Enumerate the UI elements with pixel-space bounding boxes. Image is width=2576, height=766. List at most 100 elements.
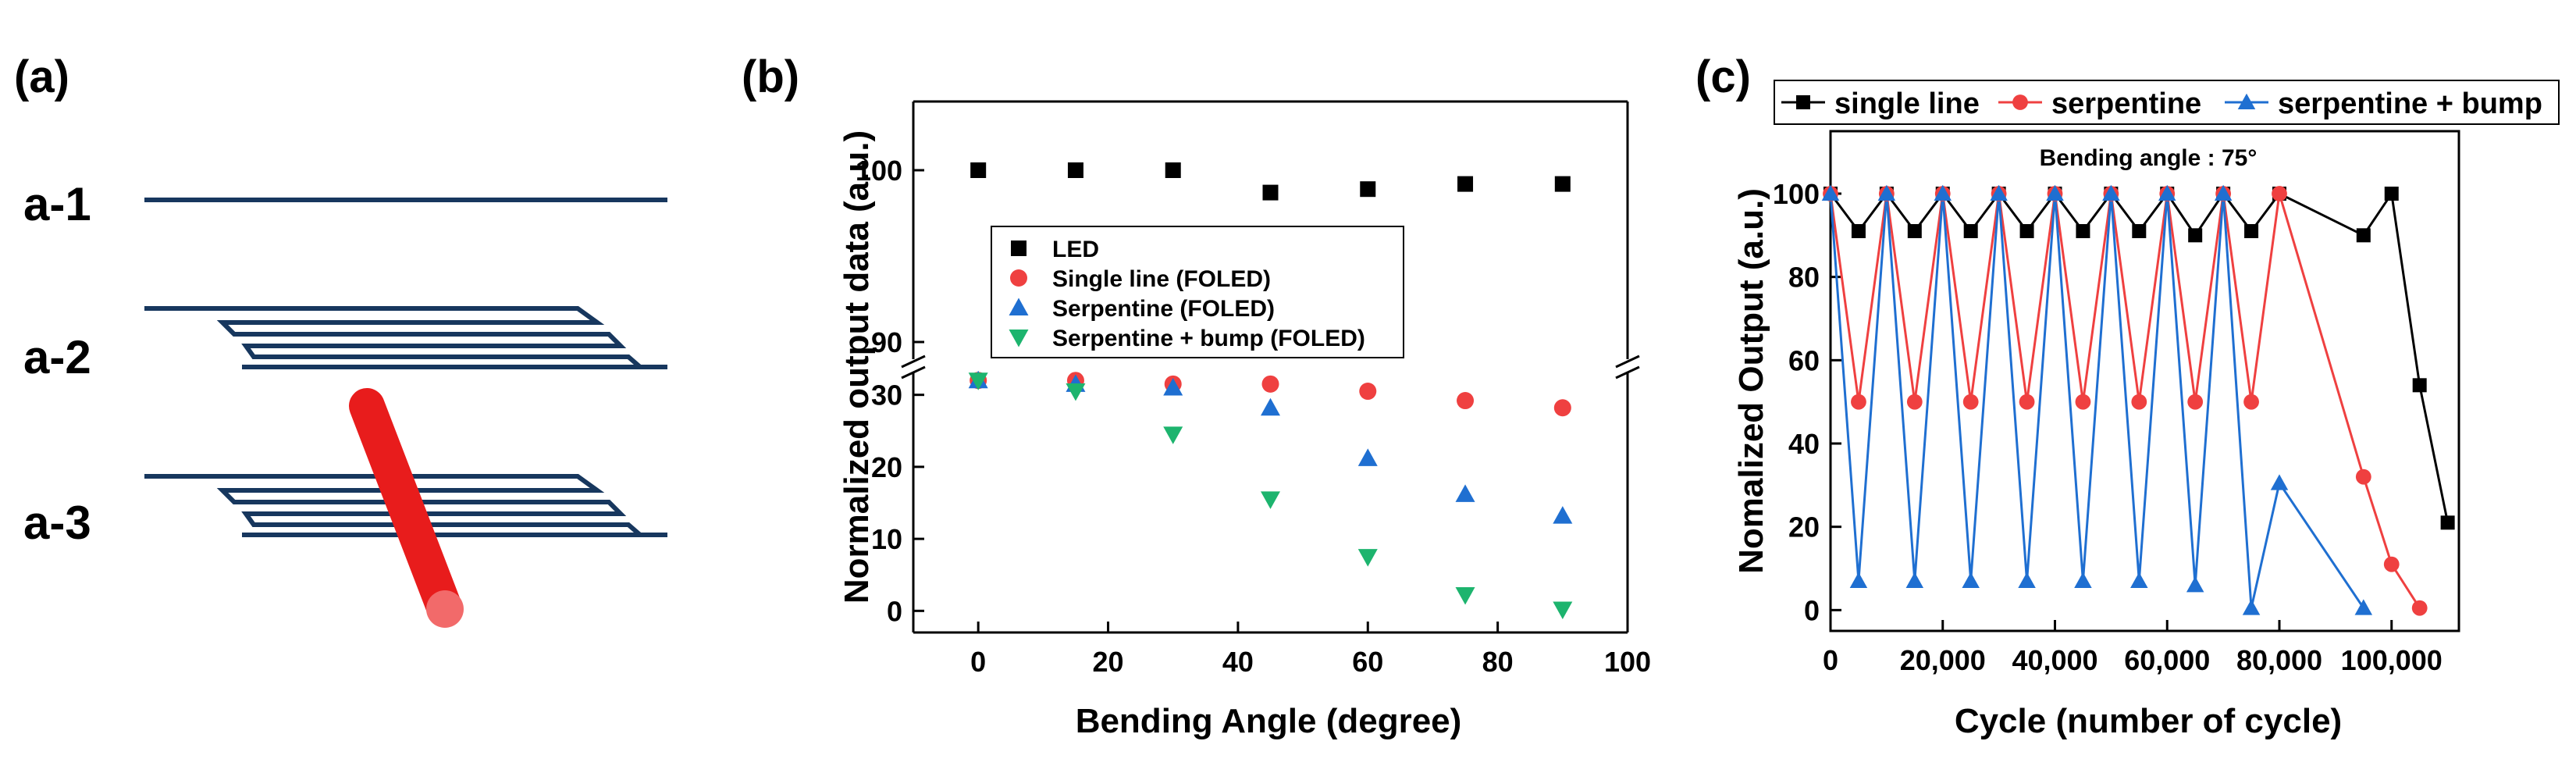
- b-y-tick-label: 30: [871, 379, 902, 412]
- c-point-series-1: [1851, 394, 1866, 410]
- c-point-series-2: [2158, 184, 2176, 201]
- panel-c: (c) single line serpentine serpentine + bu…: [1695, 52, 2560, 740]
- c-point-series-1: [2019, 394, 2035, 410]
- b-y-tick-label: 10: [871, 523, 902, 555]
- c-point-series-0: [2356, 228, 2371, 243]
- b-x-tick-label: 60: [1352, 646, 1383, 678]
- c-x-tick-label: 0: [1823, 644, 1838, 676]
- c-point-series-2: [1821, 184, 1840, 201]
- b-point-series-2: [1163, 377, 1183, 396]
- c-point-series-1: [2187, 394, 2204, 410]
- c-y-tick-label: 40: [1788, 428, 1820, 460]
- c-point-series-1: [2131, 394, 2147, 410]
- b-legend-marker-2: [1009, 297, 1029, 315]
- b-y-tick-label: 90: [871, 326, 902, 358]
- c-point-series-0: [2188, 228, 2203, 243]
- b-y-tick-label: 100: [856, 155, 902, 187]
- c-x-tick-label: 60,000: [2124, 644, 2210, 676]
- b-legend-marker-0: [1011, 240, 1026, 256]
- b-y-axis-title: Normalized output data (a.u.): [838, 130, 876, 604]
- b-legend: LED Single line (FOLED) Serpentine (FOLED)…: [991, 226, 1404, 358]
- c-point-series-0: [1851, 224, 1866, 238]
- b-point-series-0: [1165, 162, 1181, 178]
- c-point-series-2: [2214, 184, 2233, 201]
- row-label-a1: a-1: [23, 178, 91, 230]
- c-point-series-2: [2270, 474, 2289, 490]
- c-point-series-2: [1990, 184, 2008, 201]
- c-legend-box: [1774, 80, 2560, 125]
- c-point-series-0: [2076, 224, 2090, 238]
- c-x-tick-label: 20,000: [1900, 644, 1986, 676]
- c-point-series-2: [1934, 184, 1952, 201]
- c-y-tick-label: 80: [1788, 262, 1820, 294]
- b-legend-label-0: LED: [1052, 237, 1099, 262]
- b-point-series-2: [1261, 397, 1280, 416]
- row-label-a2: a-2: [23, 331, 91, 383]
- b-point-series-2: [1455, 484, 1475, 502]
- c-point-series-1: [1962, 394, 1979, 410]
- bump-rod-tip: [426, 590, 464, 628]
- b-legend-label-1: Single line (FOLED): [1052, 266, 1271, 292]
- c-point-series-0: [2412, 378, 2427, 393]
- b-x-tick-label: 40: [1222, 646, 1254, 678]
- b-point-series-1: [1261, 375, 1279, 393]
- c-point-series-2: [1849, 572, 1868, 588]
- b-point-series-0: [970, 162, 987, 178]
- b-legend-label-2: Serpentine (FOLED): [1052, 296, 1275, 322]
- b-x-axis-title: Bending Angle (degree): [1076, 702, 1462, 740]
- panel-c-label: (c): [1695, 52, 1751, 102]
- c-point-series-2: [2130, 572, 2148, 588]
- c-point-series-1: [1906, 394, 1923, 410]
- b-point-series-3: [1553, 601, 1573, 619]
- b-point-series-3: [968, 372, 988, 390]
- c-y-tick-label: 0: [1804, 594, 1820, 626]
- b-legend-label-3: Serpentine + bump (FOLED): [1052, 326, 1365, 351]
- b-legend-marker-1: [1010, 269, 1027, 287]
- b-point-series-2: [1553, 506, 1573, 524]
- panel-a-label: (a): [14, 52, 69, 102]
- c-point-series-0: [2244, 224, 2259, 238]
- row-label-a3: a-3: [23, 497, 91, 549]
- c-y-axis-title: Nomalized Output (a.u.): [1732, 188, 1770, 574]
- c-point-series-0: [2019, 224, 2034, 238]
- panel-a: (a) a-1 a-2 a-3: [14, 52, 667, 628]
- c-point-series-0: [2384, 187, 2399, 201]
- b-point-series-0: [1457, 176, 1474, 192]
- c-point-series-2: [2242, 599, 2261, 615]
- c-point-series-2: [1877, 184, 1896, 201]
- b-point-series-3: [1261, 491, 1280, 509]
- b-legend-marker-3: [1009, 330, 1029, 347]
- c-point-series-2: [2018, 572, 2036, 588]
- c-y-tick-label: 100: [1773, 178, 1820, 210]
- c-point-series-0: [2440, 515, 2455, 530]
- b-point-series-3: [1357, 549, 1378, 567]
- c-legend-label-2: serpentine + bump: [2278, 87, 2542, 120]
- b-x-tick-label: 80: [1482, 646, 1514, 678]
- c-point-series-0: [2132, 224, 2147, 238]
- a2-serpentine-line: [144, 306, 667, 369]
- c-legend-marker-0: [1796, 95, 1810, 109]
- c-point-series-1: [2355, 469, 2371, 485]
- c-annotation: Bending angle : 75°: [2040, 145, 2258, 171]
- c-legend-marker-1: [2012, 94, 2028, 110]
- b-point-series-0: [1262, 184, 1279, 201]
- b-y-tick-label: 20: [871, 451, 902, 483]
- panel-b-label: (b): [742, 52, 799, 102]
- a3-serpentine-line: [144, 474, 667, 537]
- c-y-tick-label: 20: [1788, 511, 1820, 543]
- b-point-series-1: [1359, 383, 1377, 401]
- b-axis-break-left: [901, 354, 926, 379]
- c-point-series-2: [2186, 576, 2204, 593]
- c-legend-marker-2: [2237, 93, 2256, 109]
- c-x-tick-label: 100,000: [2341, 644, 2443, 676]
- b-point-series-0: [1067, 162, 1083, 178]
- b-point-series-3: [1066, 383, 1086, 401]
- b-point-series-3: [1163, 426, 1183, 444]
- c-legend-label-0: single line: [1834, 87, 1980, 120]
- b-x-tick-label: 20: [1093, 646, 1124, 678]
- b-point-series-3: [1455, 587, 1475, 605]
- c-point-series-1: [2075, 394, 2091, 410]
- bump-rod: [349, 388, 461, 623]
- b-x-tick-label: 0: [970, 646, 986, 678]
- c-point-series-1: [2383, 556, 2400, 572]
